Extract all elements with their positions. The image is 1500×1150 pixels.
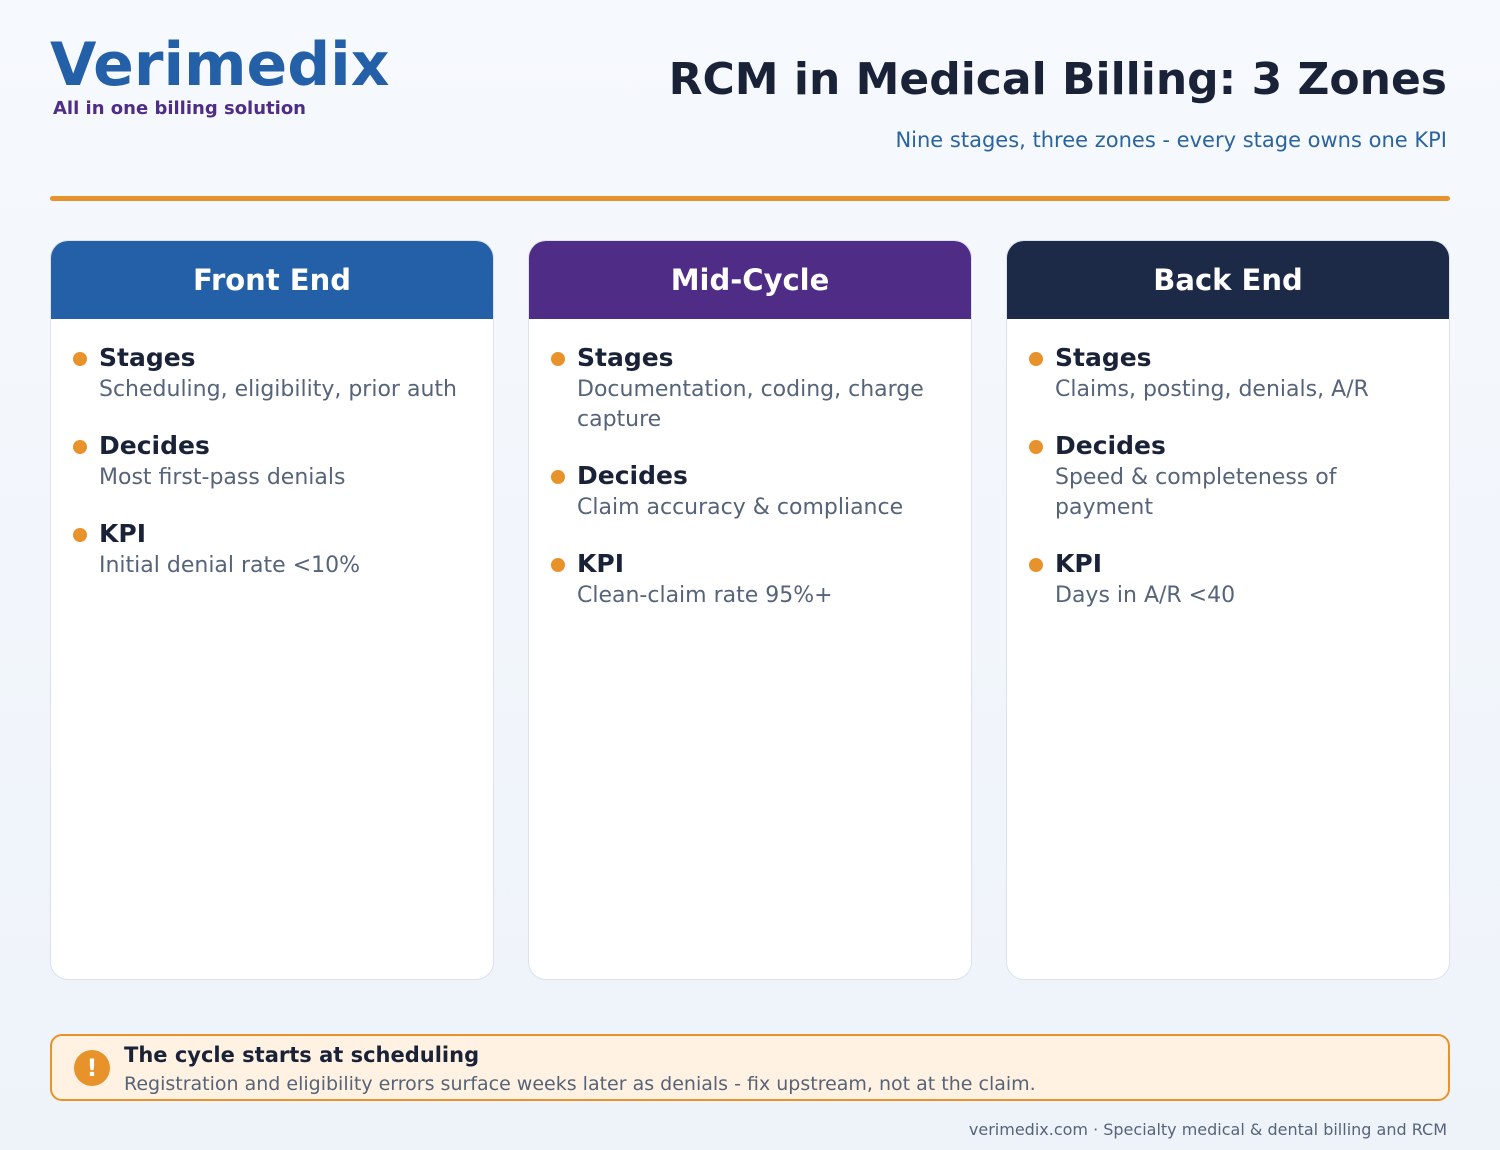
item-text: Most first-pass denials xyxy=(99,465,346,490)
item-label: Decides xyxy=(577,461,688,490)
zone-card-mid-cycle: Mid-Cycle Stages Documentation, coding, … xyxy=(528,240,972,980)
brand-block: Verimedix All in one billing solution xyxy=(50,32,389,119)
zone-header: Front End xyxy=(51,241,493,319)
item-label: KPI xyxy=(99,519,146,548)
item-label: Stages xyxy=(99,343,196,372)
zone-card-front-end: Front End Stages Scheduling, eligibility… xyxy=(50,240,494,980)
item-text: Initial denial rate <10% xyxy=(99,553,361,578)
item-text: Days in A/R <40 xyxy=(1055,583,1236,608)
bullet-dot-icon xyxy=(73,528,87,542)
bullet-dot-icon xyxy=(1029,352,1043,366)
item-label: Stages xyxy=(1055,343,1152,372)
bullet-dot-icon xyxy=(551,352,565,366)
zone-item: Stages Scheduling, eligibility, prior au… xyxy=(73,341,473,405)
item-label: KPI xyxy=(577,549,624,578)
footer-text: verimedix.com · Specialty medical & dent… xyxy=(968,1120,1447,1139)
item-label: Stages xyxy=(577,343,674,372)
page-title: RCM in Medical Billing: 3 Zones xyxy=(668,54,1447,105)
zone-item: KPI Days in A/R <40 xyxy=(1029,547,1429,611)
item-label: Decides xyxy=(1055,431,1166,460)
item-text: Claims, posting, denials, A/R xyxy=(1055,377,1369,402)
bullet-dot-icon xyxy=(1029,440,1043,454)
bullet-dot-icon xyxy=(551,558,565,572)
brand-logo: Verimedix xyxy=(50,30,390,100)
bullet-dot-icon xyxy=(551,470,565,484)
page-subtitle: Nine stages, three zones - every stage o… xyxy=(895,128,1447,152)
zone-header: Mid-Cycle xyxy=(529,241,971,319)
callout-box: ! The cycle starts at scheduling Registr… xyxy=(50,1034,1450,1101)
zone-item: KPI Clean-claim rate 95%+ xyxy=(551,547,951,611)
item-text: Documentation, coding, charge capture xyxy=(577,377,924,432)
zone-item: KPI Initial denial rate <10% xyxy=(73,517,473,581)
item-text: Claim accuracy & compliance xyxy=(577,495,904,520)
bullet-dot-icon xyxy=(1029,558,1043,572)
zone-item: Stages Documentation, coding, charge cap… xyxy=(551,341,951,435)
brand-tagline: All in one billing solution xyxy=(53,98,306,119)
callout-title: The cycle starts at scheduling xyxy=(124,1043,480,1067)
zone-item: Decides Speed & completeness of payment xyxy=(1029,429,1429,523)
exclamation-icon: ! xyxy=(74,1050,110,1086)
item-label: KPI xyxy=(1055,549,1102,578)
item-text: Speed & completeness of payment xyxy=(1055,465,1337,520)
zone-item: Decides Most first-pass denials xyxy=(73,429,473,493)
zone-item: Decides Claim accuracy & compliance xyxy=(551,459,951,523)
header-divider xyxy=(50,196,1450,201)
bullet-dot-icon xyxy=(73,440,87,454)
item-text: Clean-claim rate 95%+ xyxy=(577,583,833,608)
bullet-dot-icon xyxy=(73,352,87,366)
item-label: Decides xyxy=(99,431,210,460)
zone-card-back-end: Back End Stages Claims, posting, denials… xyxy=(1006,240,1450,980)
zone-header: Back End xyxy=(1007,241,1449,319)
callout-text: Registration and eligibility errors surf… xyxy=(124,1073,1036,1095)
item-text: Scheduling, eligibility, prior auth xyxy=(99,377,457,402)
zone-item: Stages Claims, posting, denials, A/R xyxy=(1029,341,1429,405)
